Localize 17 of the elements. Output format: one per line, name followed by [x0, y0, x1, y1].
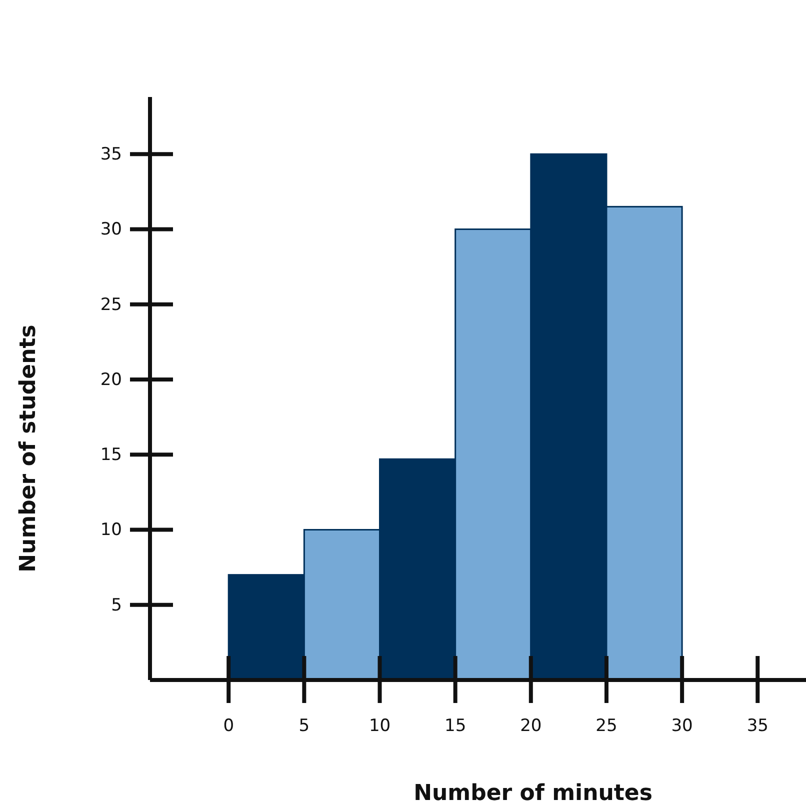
x-tick-label: 30: [671, 716, 693, 736]
x-tick-label: 20: [520, 716, 542, 736]
x-tick-label: 10: [368, 716, 391, 736]
x-tick-label: 35: [746, 716, 768, 736]
x-tick-label: 0: [223, 716, 234, 736]
y-tick-label: 20: [100, 370, 122, 390]
y-tick-label: 5: [111, 595, 122, 616]
x-tick-label: 15: [444, 716, 466, 736]
y-tick-label: 30: [100, 220, 122, 240]
y-tick-label: 25: [100, 294, 122, 315]
y-tick-label: 15: [100, 445, 122, 466]
x-axis-title: Number of minutes: [414, 781, 652, 805]
x-tick-label: 25: [596, 716, 618, 736]
y-tick-label: 35: [100, 144, 122, 165]
y-axis-title: Number of students: [16, 324, 41, 572]
x-tick-label: 5: [298, 716, 310, 736]
y-tick-label: 10: [100, 520, 122, 540]
